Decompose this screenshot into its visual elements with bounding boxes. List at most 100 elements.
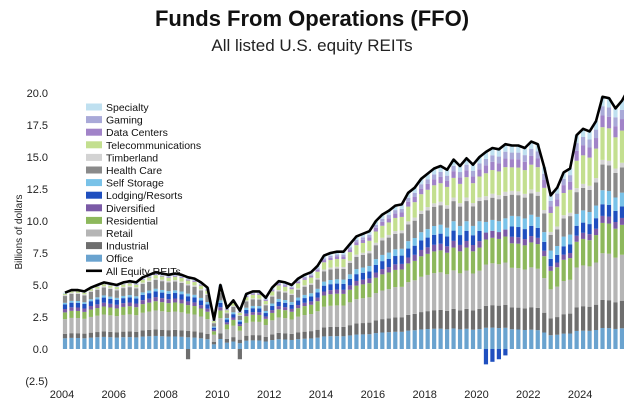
bar-lodging-resorts-segment — [593, 218, 599, 229]
bar-residential-segment — [185, 305, 191, 314]
bar-retail-segment — [593, 262, 599, 305]
bar-telecommunications-segment — [503, 167, 508, 192]
all-equity-reits-line — [64, 94, 624, 321]
bar-lodging-resorts-segment — [218, 302, 223, 308]
bar-diversified-segment — [587, 234, 592, 241]
bar-health-care-segment — [173, 281, 178, 291]
bar-health-care-segment — [237, 315, 242, 321]
bar-telecommunications-segment — [606, 128, 612, 161]
bar-lodging-resorts-segment — [250, 308, 255, 313]
bar-telecommunications-segment — [140, 279, 145, 283]
bar-retail-segment — [568, 279, 573, 314]
bar-health-care-segment — [619, 167, 624, 193]
bar-industrial-segment — [244, 335, 249, 341]
bar-lodging-resorts-segment — [555, 254, 560, 263]
bar-retail-segment — [315, 311, 320, 330]
bar-diversified-segment — [522, 239, 527, 246]
bar-self-storage-segment — [412, 237, 417, 246]
bar-specialty-segment — [464, 158, 469, 165]
bar-residential-segment — [464, 247, 469, 271]
bar-industrial-segment — [412, 313, 417, 331]
bar-data-centers-segment — [399, 212, 404, 217]
bar-office-segment — [134, 337, 139, 349]
bar-industrial-segment — [561, 314, 566, 334]
bar-health-care-segment — [490, 197, 495, 220]
bar-data-centers-segment — [535, 158, 540, 168]
bar-timberland-segment — [619, 162, 624, 168]
bar-timberland-segment — [535, 191, 540, 196]
bar-gaming-segment — [224, 309, 229, 310]
bar-industrial-segment — [509, 307, 514, 330]
bar-data-centers-segment — [406, 201, 411, 207]
bar-gaming-segment — [321, 258, 327, 261]
bar-lodging-resorts-segment — [393, 256, 398, 265]
bar-residential-segment — [166, 303, 171, 313]
bar-self-storage-segment — [535, 216, 540, 228]
bar-industrial-segment — [173, 329, 178, 337]
bar-timberland-segment — [82, 294, 87, 296]
bar-diversified-segment — [108, 303, 113, 308]
bar-industrial-segment — [380, 319, 385, 333]
bar-gaming-segment — [347, 247, 353, 250]
bar-retail-segment — [185, 313, 191, 332]
bar-self-storage-segment — [75, 301, 81, 303]
bar-specialty-segment — [619, 100, 624, 110]
bar-self-storage-segment — [309, 293, 314, 297]
bar-industrial-segment — [568, 313, 573, 334]
bar-diversified-segment — [574, 235, 579, 242]
legend-swatch — [86, 229, 102, 237]
bar-diversified-segment — [613, 222, 618, 229]
bar-health-care-segment — [95, 289, 100, 298]
bar-telecommunications-segment — [360, 242, 365, 253]
bar-residential-segment — [62, 312, 68, 320]
bar-lodging-resorts-segment — [263, 313, 268, 317]
bar-self-storage-segment — [432, 226, 437, 235]
bar-specialty-segment — [593, 121, 599, 130]
legend-label: Industrial — [106, 241, 149, 253]
bar-retail-segment — [62, 319, 68, 334]
bar-data-centers-segment — [600, 115, 605, 128]
bar-data-centers-segment — [289, 287, 294, 290]
bar-diversified-segment — [542, 250, 547, 257]
bar-retail-segment — [581, 265, 586, 307]
bar-residential-segment — [276, 309, 281, 318]
bar-telecommunications-segment — [593, 148, 599, 179]
bar-gaming-segment — [619, 109, 624, 120]
bar-residential-segment — [244, 316, 249, 323]
bar-industrial-segment — [535, 307, 540, 331]
bar-timberland-segment — [211, 322, 217, 324]
bar-retail-segment — [380, 290, 385, 320]
bar-office-segment — [341, 336, 346, 349]
bar-data-centers-segment — [542, 180, 547, 188]
bar-residential-segment — [257, 314, 262, 322]
bar-lodging-resorts-segment — [309, 296, 314, 302]
bar-diversified-segment — [283, 307, 288, 311]
bar-residential-segment — [121, 306, 126, 315]
bar-gaming-segment — [198, 284, 204, 285]
bar-telecommunications-segment — [160, 276, 165, 280]
bar-timberland-segment — [503, 191, 508, 196]
x-tick-label: 2024 — [568, 389, 592, 401]
bar-diversified-segment — [62, 309, 68, 313]
bar-industrial-segment — [341, 326, 346, 337]
bar-self-storage-segment — [140, 292, 145, 295]
bar-gaming-segment — [587, 139, 592, 148]
bar-diversified-segment — [147, 298, 152, 303]
bar-diversified-segment — [393, 264, 398, 270]
bar-telecommunications-segment — [341, 259, 346, 267]
bar-residential-segment — [347, 289, 353, 303]
bar-residential-segment — [613, 228, 618, 258]
bar-self-storage-segment — [69, 300, 74, 303]
bar-office-segment — [179, 336, 184, 349]
bar-industrial-segment — [283, 333, 288, 340]
x-tick-label: 2022 — [516, 389, 540, 401]
bar-residential-segment — [373, 277, 378, 294]
bar-diversified-segment — [561, 254, 566, 260]
bar-specialty-segment — [457, 165, 463, 173]
bar-health-care-segment — [451, 201, 456, 222]
legend-swatch — [86, 216, 102, 224]
bar-telecommunications-segment — [153, 275, 158, 279]
bar-lodging-resorts-segment — [315, 292, 320, 298]
bar-industrial-segment — [185, 331, 191, 338]
bar-retail-segment — [496, 264, 501, 306]
